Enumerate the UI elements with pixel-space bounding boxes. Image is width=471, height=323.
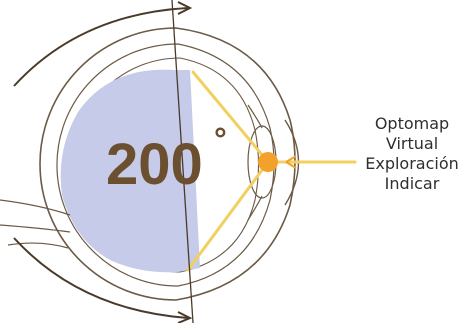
retina-outline — [56, 43, 275, 287]
angle-unit: ° — [214, 121, 227, 157]
field-divider — [171, 0, 194, 323]
scanned-retina-area — [60, 69, 200, 273]
indicator-arrow — [285, 155, 297, 169]
label-line-2: Virtual — [385, 134, 439, 153]
label-line-4: Indicar — [384, 174, 440, 193]
scan-rays — [186, 70, 357, 272]
label-block: Optomap Virtual Exploración Indicar — [357, 114, 467, 194]
field-arc-top — [13, 7, 189, 87]
label-line-3: Exploración — [365, 154, 459, 173]
optic-nerve — [0, 199, 71, 249]
focus-point — [258, 152, 278, 172]
field-arc-bottom — [13, 237, 189, 319]
sclera-outline — [39, 27, 296, 301]
angle-value: 200 — [106, 132, 203, 197]
label-line-1: Optomap — [374, 114, 450, 133]
